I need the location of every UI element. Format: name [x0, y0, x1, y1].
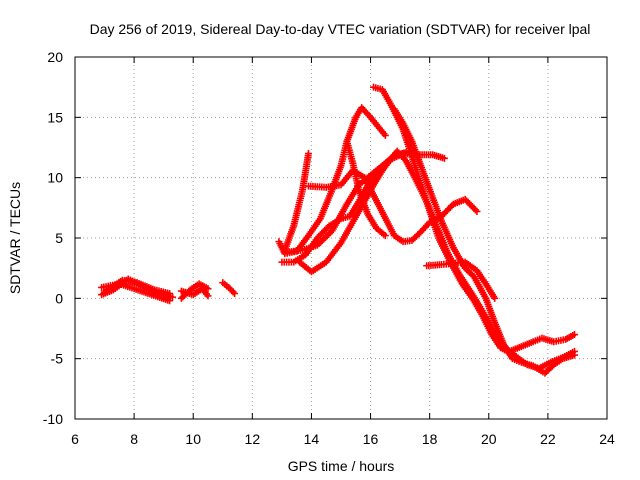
x-tick-label: 8	[130, 431, 138, 447]
data-point	[440, 154, 448, 162]
series-track-6	[219, 279, 239, 298]
x-tick-label: 20	[481, 431, 497, 447]
data-point	[166, 290, 174, 298]
data-point	[570, 351, 578, 359]
x-tick-label: 12	[245, 431, 261, 447]
x-tick-label: 22	[540, 431, 556, 447]
y-tick-label: 0	[55, 290, 63, 306]
axis-ticks	[74, 56, 608, 420]
y-tick-label: -5	[51, 351, 64, 367]
x-tick-label: 14	[304, 431, 320, 447]
data-point	[169, 293, 177, 301]
y-tick-label: 10	[47, 170, 63, 186]
y-tick-label: 15	[47, 109, 63, 125]
x-tick-labels: 6 8 10 12 14 16 18 20 22 24	[71, 431, 615, 447]
data-point	[381, 232, 389, 240]
data-point	[231, 290, 239, 298]
series-track-9	[281, 150, 312, 254]
series-track-3	[101, 276, 174, 298]
x-tick-label: 16	[363, 431, 379, 447]
chart-title: Day 256 of 2019, Sidereal Day-to-day VTE…	[90, 21, 591, 37]
y-tick-label: 20	[47, 49, 63, 65]
x-tick-label: 6	[71, 431, 79, 447]
data-point	[229, 288, 237, 296]
series-track-11	[296, 147, 578, 355]
data-point	[381, 131, 389, 139]
y-axis-label: SDTVAR / TECUs	[7, 182, 23, 294]
series-track-13	[390, 105, 578, 377]
series-track-15	[423, 258, 499, 302]
data-point	[570, 331, 578, 339]
data-point	[204, 285, 212, 293]
data-point	[473, 207, 481, 215]
data-point	[204, 292, 212, 300]
series-track-16	[343, 137, 389, 240]
x-axis-label: GPS time / hours	[288, 458, 395, 474]
data-series	[98, 83, 578, 377]
y-tick-label: 5	[55, 230, 63, 246]
series-track-12	[370, 83, 578, 372]
x-tick-label: 10	[185, 431, 201, 447]
data-point	[471, 206, 479, 214]
y-tick-label: -10	[43, 411, 63, 427]
data-point	[491, 294, 499, 302]
x-tick-label: 24	[599, 431, 615, 447]
data-point	[402, 148, 410, 156]
series-track-14	[281, 148, 410, 256]
y-tick-labels: -10 -5 0 5 10 15 20	[43, 49, 63, 427]
series-track-5	[177, 285, 212, 300]
x-tick-label: 18	[422, 431, 438, 447]
data-point	[166, 297, 174, 305]
